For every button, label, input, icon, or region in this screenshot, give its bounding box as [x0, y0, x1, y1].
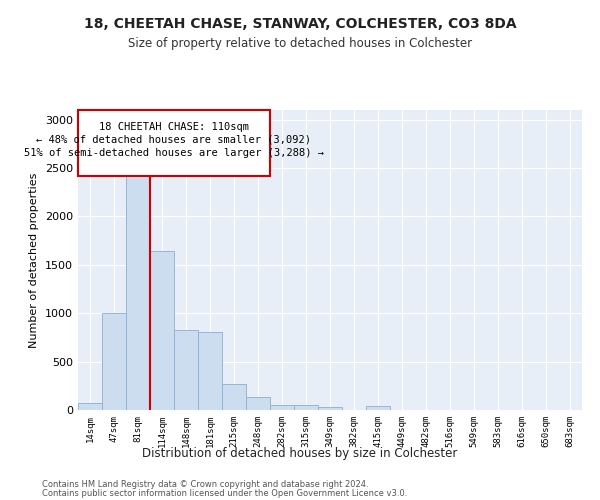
Text: 18, CHEETAH CHASE, STANWAY, COLCHESTER, CO3 8DA: 18, CHEETAH CHASE, STANWAY, COLCHESTER, … — [83, 18, 517, 32]
Bar — [318, 407, 342, 410]
Bar — [150, 252, 174, 410]
Y-axis label: Number of detached properties: Number of detached properties — [29, 172, 40, 348]
Bar — [174, 330, 198, 410]
Bar — [78, 403, 102, 410]
Text: Contains HM Land Registry data © Crown copyright and database right 2024.: Contains HM Land Registry data © Crown c… — [42, 480, 368, 489]
Bar — [270, 404, 294, 410]
Text: Distribution of detached houses by size in Colchester: Distribution of detached houses by size … — [142, 448, 458, 460]
Bar — [294, 405, 318, 410]
Bar — [102, 313, 126, 410]
Bar — [246, 398, 270, 410]
FancyBboxPatch shape — [78, 110, 270, 176]
Text: 18 CHEETAH CHASE: 110sqm
← 48% of detached houses are smaller (3,092)
51% of sem: 18 CHEETAH CHASE: 110sqm ← 48% of detach… — [24, 122, 324, 158]
Text: Size of property relative to detached houses in Colchester: Size of property relative to detached ho… — [128, 38, 472, 51]
Bar — [198, 332, 222, 410]
Bar — [366, 406, 390, 410]
Bar — [222, 384, 246, 410]
Bar — [126, 172, 150, 410]
Text: Contains public sector information licensed under the Open Government Licence v3: Contains public sector information licen… — [42, 489, 407, 498]
